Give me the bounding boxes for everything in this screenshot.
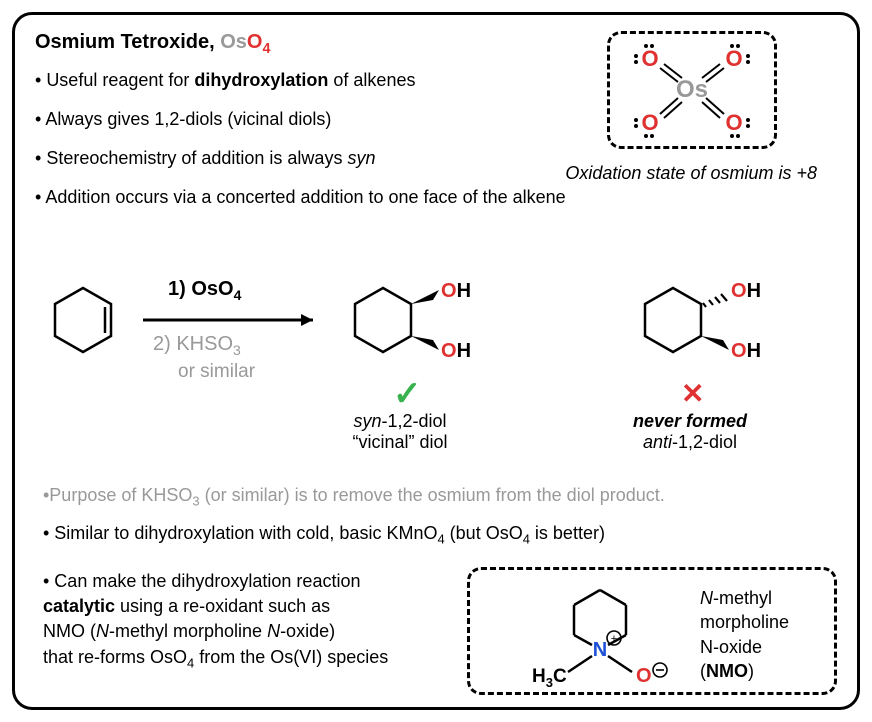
- svg-text:✕: ✕: [681, 378, 704, 409]
- svg-text:OH: OH: [731, 280, 761, 302]
- svg-text:N: N: [593, 639, 607, 661]
- svg-text:O: O: [725, 46, 742, 71]
- kmno4-note: • Similar to dihydroxylation with cold, …: [43, 523, 605, 547]
- info-card: Osmium Tetroxide, OsO4 • Useful reagent …: [12, 12, 860, 710]
- syn-product-labels: syn-1,2-diol “vicinal” diol: [325, 411, 475, 453]
- svg-text:+: +: [611, 633, 617, 645]
- bullet-4: • Addition occurs via a concerted additi…: [35, 184, 837, 211]
- svg-text:✓: ✓: [393, 375, 422, 413]
- svg-text:Os: Os: [676, 76, 708, 103]
- svg-text:O: O: [725, 110, 742, 135]
- svg-text:OH: OH: [441, 280, 471, 302]
- svg-text:1) OsO4: 1) OsO4: [168, 278, 242, 303]
- oxidation-state-label: Oxidation state of osmium is +8: [565, 163, 817, 184]
- svg-text:OH: OH: [731, 340, 761, 362]
- anti-product-labels: never formed anti-1,2-diol: [605, 411, 775, 453]
- svg-text:or similar: or similar: [178, 361, 256, 382]
- svg-text:H3C: H3C: [532, 666, 567, 690]
- svg-text:O: O: [641, 46, 658, 71]
- svg-text:O: O: [636, 665, 652, 687]
- nmo-text-label: N-methyl morpholine N-oxide (NMO): [700, 586, 820, 683]
- oso4-structure-box: Os O O O O: [607, 31, 777, 149]
- nmo-structure-box: N + H3C O N-methyl morpholine N-oxide (N…: [467, 567, 837, 695]
- oso4-structure-icon: Os O O O O: [610, 34, 774, 146]
- svg-text:2) KHSO3: 2) KHSO3: [153, 333, 241, 358]
- purpose-note: •Purpose of KHSO3 (or similar) is to rem…: [43, 485, 665, 509]
- svg-text:OH: OH: [441, 340, 471, 362]
- title-os: Os: [220, 31, 247, 53]
- svg-text:O: O: [641, 110, 658, 135]
- title-o4: O4: [247, 31, 271, 53]
- nmo-structure-icon: N + H3C O: [470, 570, 690, 692]
- catalytic-note: • Can make the dihydroxylation reaction …: [43, 569, 463, 672]
- title-prefix: Osmium Tetroxide,: [35, 31, 220, 53]
